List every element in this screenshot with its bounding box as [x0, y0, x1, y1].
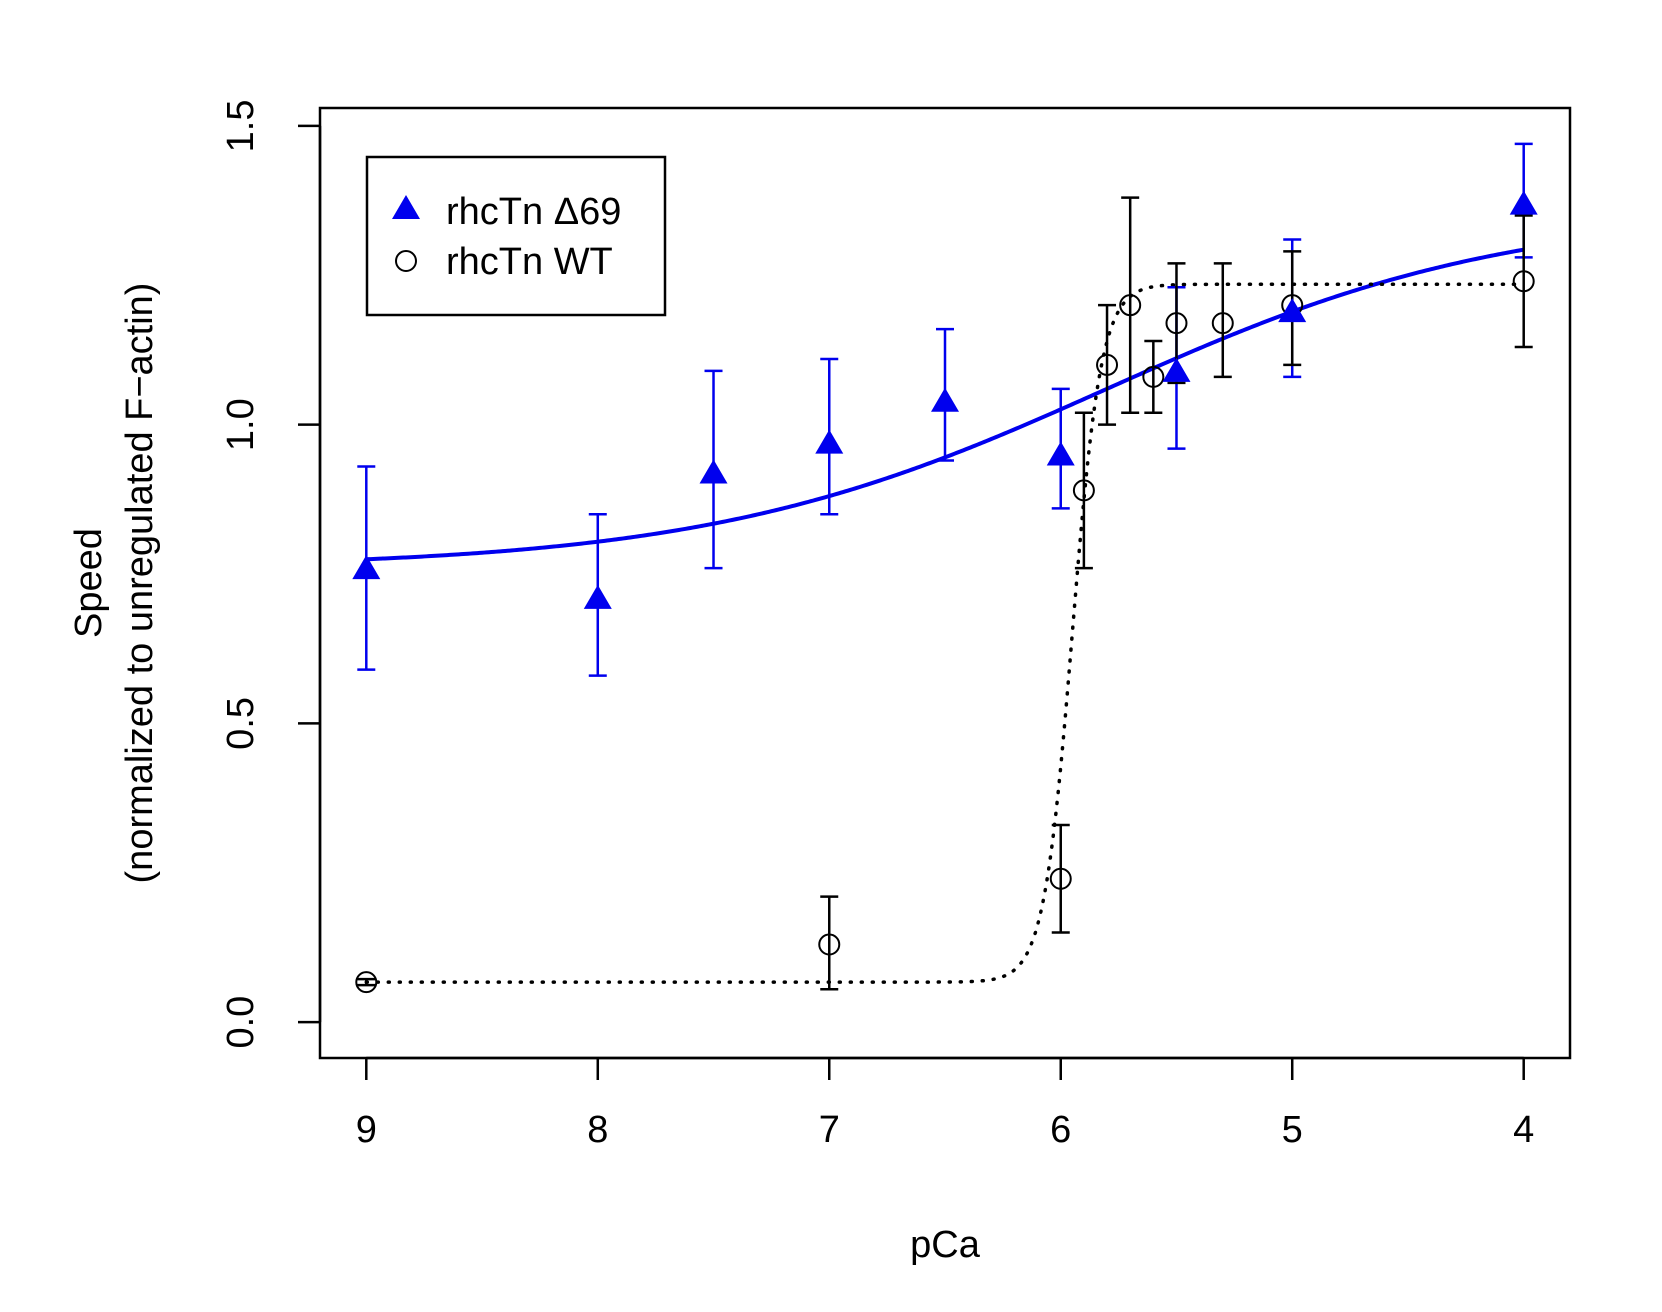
- error-bar: [1074, 411, 1093, 570]
- x-tick-label: 9: [356, 1109, 377, 1151]
- error-bar: [1121, 196, 1140, 414]
- data-point-triangle: [1278, 298, 1307, 323]
- legend: rhcTn Δ69 rhcTn WT: [365, 155, 667, 317]
- data-point-circle: [355, 971, 378, 994]
- x-tick-label: 5: [1282, 1109, 1303, 1151]
- data-point-circle: [1142, 365, 1165, 388]
- x-tick-label: 8: [587, 1109, 608, 1151]
- data-point-triangle: [815, 429, 844, 454]
- data-point-circle: [1119, 294, 1142, 317]
- legend-label-wt: rhcTn WT: [446, 241, 613, 283]
- data-point-circle: [1512, 270, 1535, 293]
- legend-triangle-marker: [392, 195, 420, 219]
- data-point-circle: [1072, 479, 1095, 502]
- x-tick-label: 7: [819, 1109, 840, 1151]
- error-bar: [357, 977, 376, 987]
- data-point-triangle: [699, 459, 728, 484]
- data-point-circle: [1211, 312, 1234, 335]
- data-point-circle: [1096, 353, 1119, 376]
- data-point-triangle: [1046, 441, 1075, 466]
- x-axis-label: pCa: [910, 1224, 981, 1266]
- error-bar: [1514, 214, 1533, 349]
- y-axis-label-line2: (normalized to unregulated F−actin): [119, 283, 161, 884]
- y-tick-label: 1.0: [220, 398, 262, 451]
- data-points: [352, 190, 1538, 994]
- y-tick-label: 0.5: [220, 697, 262, 750]
- legend-box: [365, 155, 667, 317]
- data-point-circle: [818, 933, 841, 956]
- data-point-triangle: [1509, 190, 1538, 215]
- data-point-circle: [1165, 312, 1188, 335]
- y-tick-label: 0.0: [220, 996, 262, 1049]
- data-point-triangle: [931, 387, 959, 412]
- y-axis: 0.0 0.5 1.0 1.5: [220, 100, 322, 1049]
- legend-circle-marker: [395, 250, 417, 272]
- error-bar: [820, 895, 839, 991]
- y-axis-label-line1: Speed: [68, 528, 110, 638]
- data-point-triangle: [352, 555, 381, 580]
- error-bar: [1144, 339, 1163, 414]
- legend-label-delta69: rhcTn Δ69: [446, 191, 621, 233]
- error-bar: [1213, 262, 1232, 379]
- x-axis: 9 8 7 6 5 4: [356, 1056, 1534, 1151]
- data-point-triangle: [583, 584, 612, 609]
- error-bar: [1051, 823, 1070, 934]
- y-tick-label: 1.5: [220, 100, 262, 153]
- x-tick-label: 4: [1513, 1109, 1534, 1151]
- data-point-triangle: [1162, 357, 1191, 382]
- data-point-circle: [1049, 867, 1072, 890]
- x-tick-label: 6: [1050, 1109, 1071, 1151]
- error-bar: [1098, 303, 1117, 426]
